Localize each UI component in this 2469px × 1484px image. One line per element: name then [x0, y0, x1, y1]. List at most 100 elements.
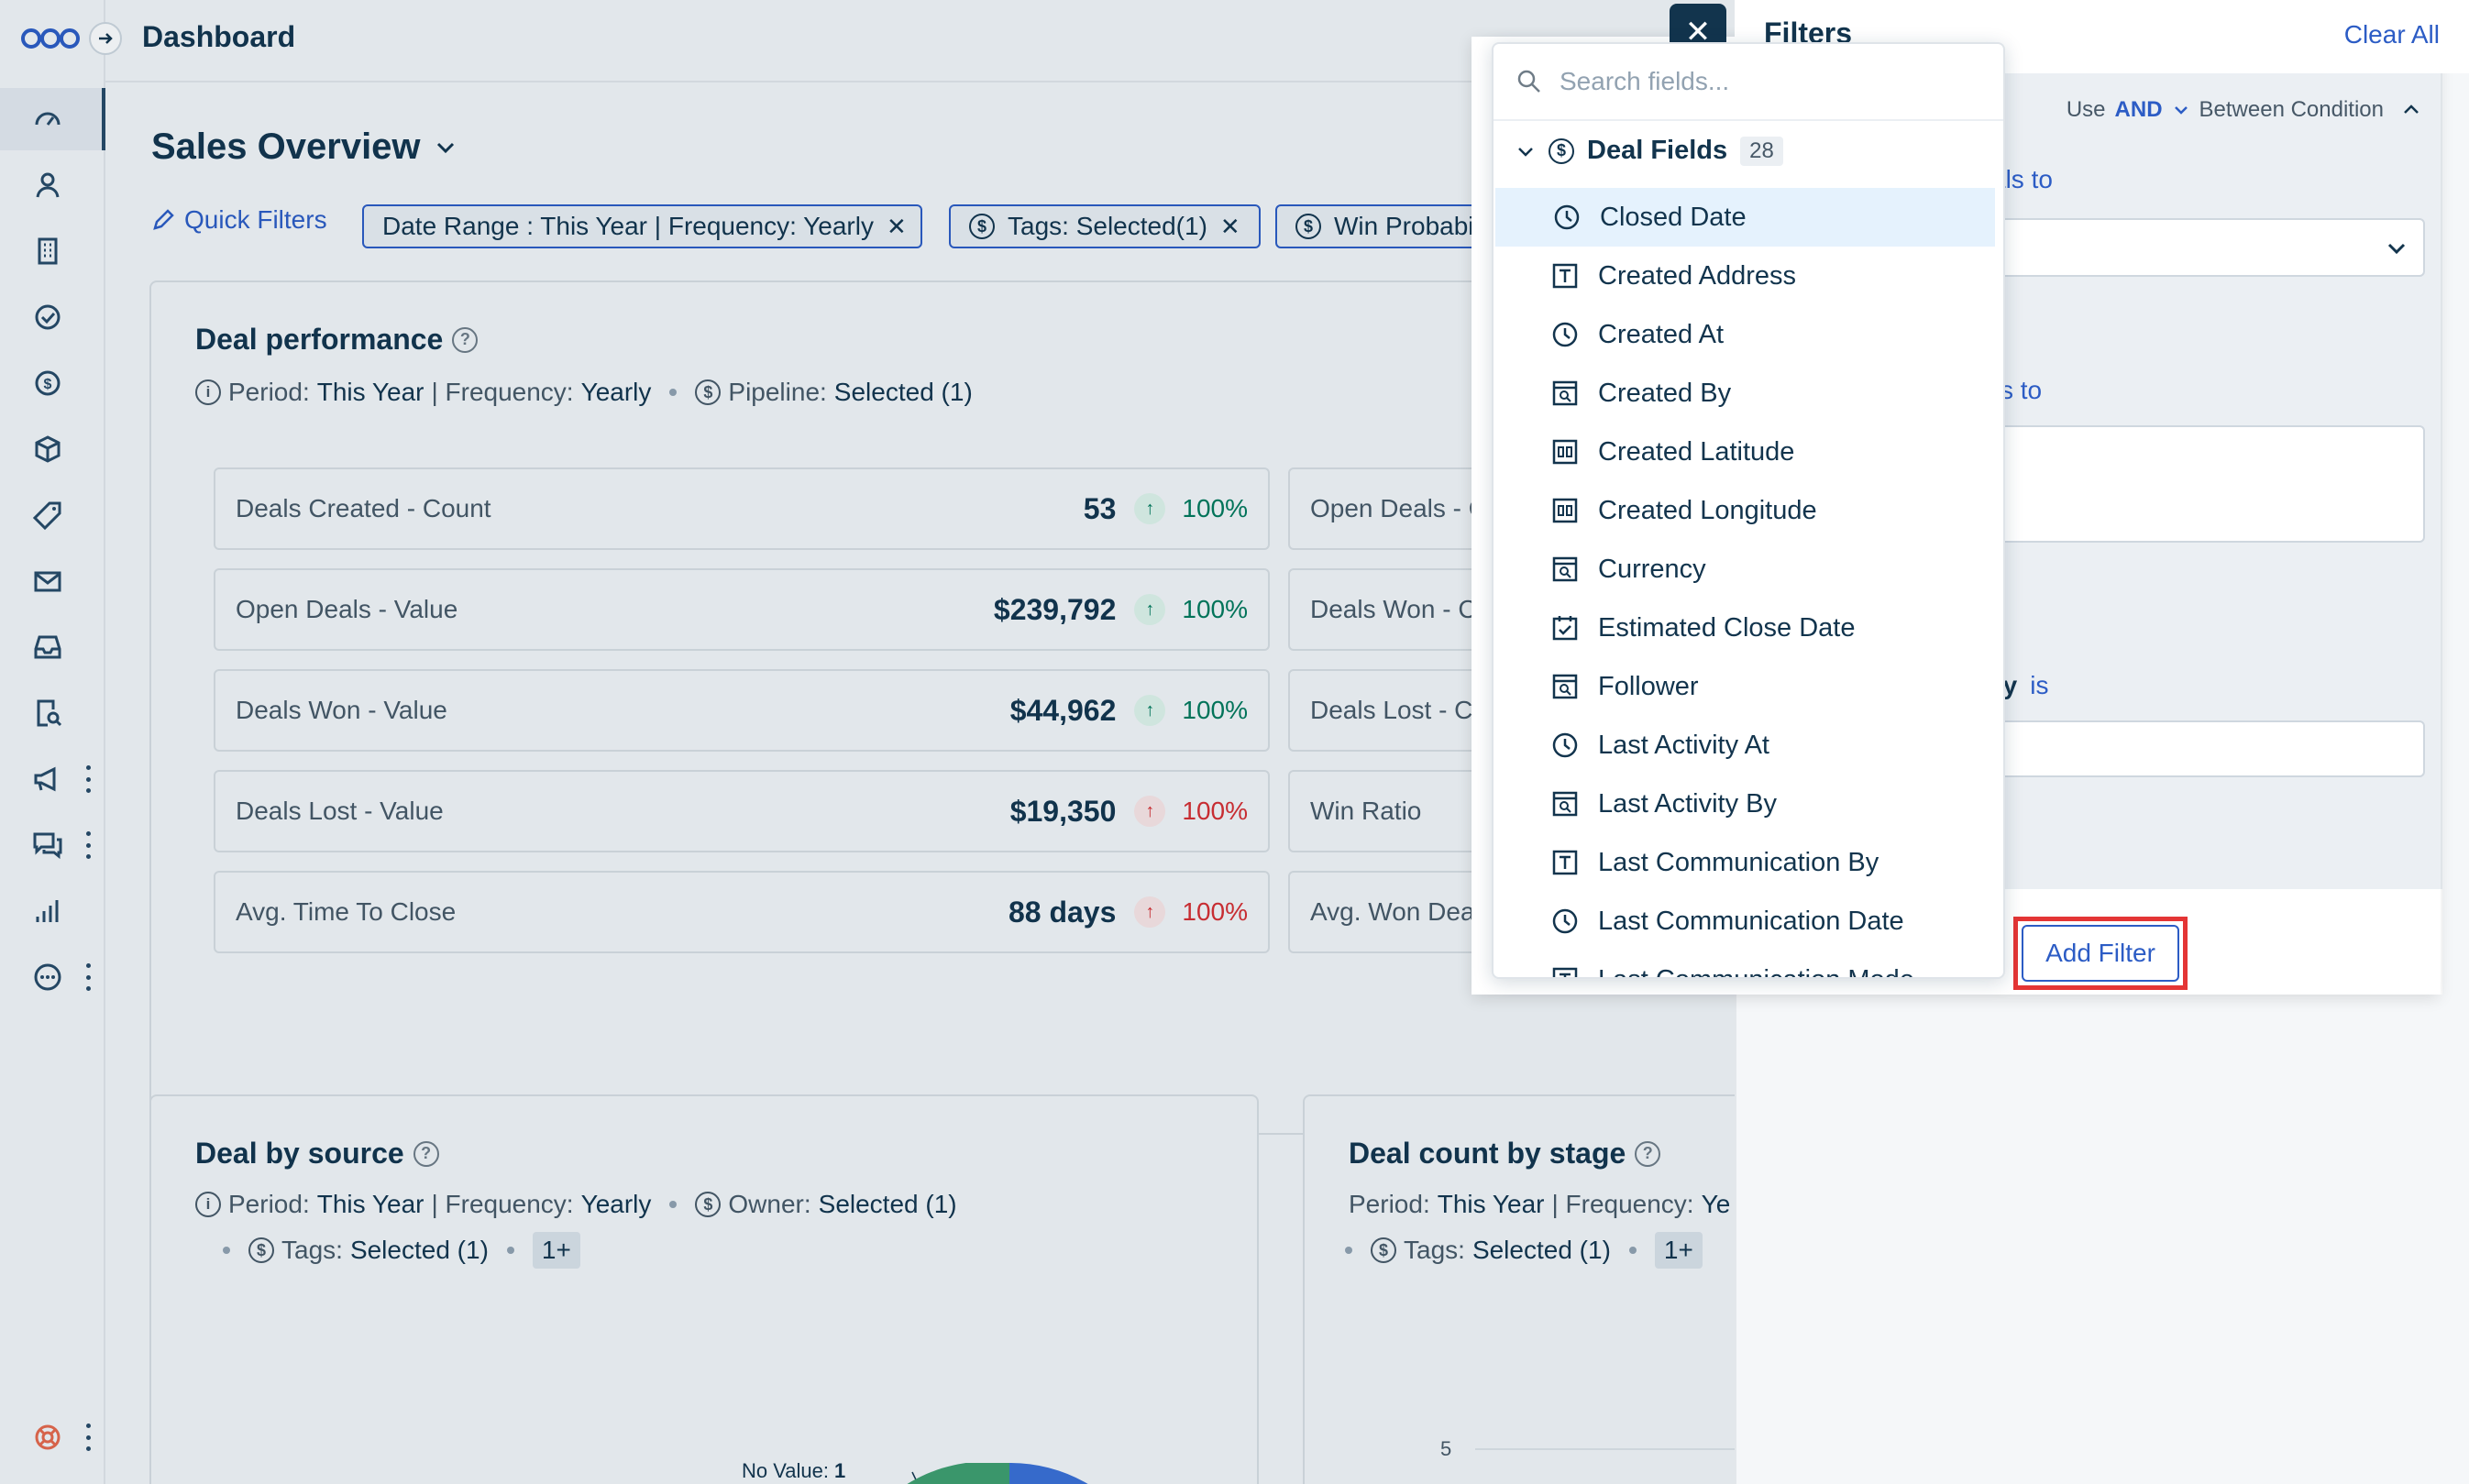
filter-chip-date-range[interactable]: Date Range : This Year | Frequency: Year… [362, 204, 922, 248]
field-option-label: Last Communication Date [1598, 906, 1904, 936]
metric-deals-lost-value[interactable]: Deals Lost - Value $19,350 ↑ 100% [214, 770, 1270, 852]
card-title: Deal by source ? [195, 1137, 439, 1171]
metric-deals-won-value[interactable]: Deals Won - Value $44,962 ↑ 100% [214, 669, 1270, 752]
field-option[interactable]: Created Address [1494, 247, 1993, 305]
meta-label: Period: [228, 378, 310, 406]
field-option-label: Last Communication Mode [1598, 965, 1914, 978]
nav-reports[interactable] [18, 882, 77, 940]
text-icon [1550, 848, 1580, 877]
field-option[interactable]: Created By [1494, 364, 1993, 423]
document-search-icon [37, 699, 62, 727]
meta-value: This Year [316, 378, 424, 406]
metric-value: $19,350 [1009, 794, 1117, 828]
filter-chip-tags[interactable]: $ Tags: Selected(1) ✕ [949, 204, 1261, 248]
clock-icon [1552, 203, 1582, 232]
dollar-circle-icon: $ [1549, 137, 1574, 164]
card-meta: i Period: This Year | Frequency: Yearly … [195, 1190, 957, 1219]
field-option[interactable]: Closed Date [1495, 188, 1995, 247]
field-option[interactable]: Created Latitude [1494, 423, 1993, 481]
nav-tags[interactable] [18, 486, 77, 544]
nav-more-apps[interactable] [18, 948, 77, 1006]
metric-label: Deals Lost - Value [236, 797, 444, 825]
metric-value: 53 [1083, 491, 1117, 525]
field-option[interactable]: Last Communication Mode [1494, 951, 1993, 978]
meta-label: Period: [228, 1190, 310, 1218]
metric-change: 100% [1182, 696, 1248, 724]
meta-label: | Frequency: [1551, 1190, 1694, 1218]
calendar-check-icon [1550, 613, 1580, 643]
deal-count-by-stage-card: Deal count by stage ? Period: This Year … [1303, 1094, 1816, 1484]
field-option[interactable]: Created Longitude [1494, 481, 1993, 540]
metric-open-deals-value[interactable]: Open Deals - Value $239,792 ↑ 100% [214, 568, 1270, 651]
field-search-bar [1494, 44, 2003, 121]
add-filter-button[interactable]: Add Filter [2022, 925, 2179, 982]
nav-contacts[interactable] [18, 156, 77, 214]
lookup-icon [1550, 555, 1580, 584]
quick-filters-button[interactable]: Quick Filters [151, 205, 327, 235]
nav-documents[interactable] [18, 684, 77, 742]
pie-label-text: No Value: [742, 1459, 829, 1482]
card-meta: Period: This Year | Frequency: Ye [1349, 1190, 1730, 1219]
metric-value: 88 days [1008, 895, 1117, 929]
metric-label: Deals Won - Co [1310, 595, 1492, 623]
arrow-right-icon [99, 33, 113, 44]
pie-label: No Value: 1 [742, 1459, 845, 1483]
nav-chat-more[interactable] [81, 831, 95, 859]
nav-campaigns-more[interactable] [81, 765, 95, 793]
more-filters-badge[interactable]: 1+ [532, 1232, 580, 1269]
dollar-circle-icon: $ [695, 379, 722, 405]
nav-accounts[interactable] [18, 222, 77, 280]
expand-sidebar-button[interactable] [89, 22, 122, 55]
y-tick-label: 5 [1440, 1437, 1452, 1460]
card-meta: i Period: This Year | Frequency: Yearly … [195, 378, 973, 407]
remove-chip-icon[interactable]: ✕ [886, 212, 907, 240]
nav-dashboard[interactable] [18, 90, 77, 148]
help-icon[interactable]: ? [413, 1140, 439, 1167]
cube-icon [35, 435, 61, 463]
trend-up-icon: ↑ [1134, 594, 1166, 625]
metric-avg-time-to-close[interactable]: Avg. Time To Close 88 days ↑ 100% [214, 871, 1270, 953]
nav-campaigns[interactable] [18, 750, 77, 808]
nav-deals[interactable]: $ [18, 354, 77, 412]
metric-label: Open Deals - Value [236, 595, 458, 623]
field-search-input[interactable] [1560, 67, 1963, 96]
dollar-circle-icon: $ [695, 1192, 722, 1217]
app-logo[interactable] [20, 20, 81, 57]
help-icon[interactable]: ? [452, 326, 479, 353]
dollar-circle-icon: $ [1371, 1237, 1396, 1263]
field-option[interactable]: Follower [1494, 657, 1993, 716]
field-option[interactable]: Last Communication By [1494, 833, 1993, 892]
field-option[interactable]: Last Activity At [1494, 716, 1993, 775]
help-icon[interactable]: ? [1635, 1140, 1661, 1167]
quick-filters-label: Quick Filters [184, 205, 327, 234]
remove-chip-icon[interactable]: ✕ [1219, 212, 1240, 240]
nav-tasks[interactable] [18, 288, 77, 346]
nav-help-more[interactable] [81, 1424, 95, 1451]
deal-by-source-card: Deal by source ? i Period: This Year | F… [149, 1094, 1259, 1484]
field-option[interactable]: Last Communication Date [1494, 892, 1993, 951]
field-option[interactable]: Created At [1494, 305, 1993, 364]
metric-deals-created-count[interactable]: Deals Created - Count 53 ↑ 100% [214, 467, 1270, 550]
meta-label: Owner: [728, 1190, 811, 1218]
field-option[interactable]: Last Activity By [1494, 775, 1993, 833]
meta-value: Yearly [580, 1190, 652, 1218]
nav-more-apps-menu[interactable] [81, 963, 95, 991]
group-count-badge: 28 [1740, 136, 1783, 166]
view-title: Sales Overview [151, 126, 421, 167]
field-option[interactable]: Currency [1494, 540, 1993, 599]
svg-text:$: $ [44, 377, 52, 392]
metric-change: 100% [1182, 797, 1248, 825]
nav-inbox[interactable] [18, 618, 77, 676]
nav-products[interactable] [18, 420, 77, 478]
chevron-down-icon [1518, 147, 1533, 157]
field-option[interactable]: Estimated Close Date [1494, 599, 1993, 657]
dashboard-view-selector[interactable]: Sales Overview [151, 126, 457, 168]
meta-value: Selected (1) [818, 1190, 957, 1218]
mail-icon [34, 571, 61, 592]
nav-email[interactable] [18, 552, 77, 610]
more-filters-badge[interactable]: 1+ [1654, 1232, 1703, 1269]
deal-fields-group[interactable]: $ Deal Fields 28 [1516, 136, 1783, 166]
nav-chat[interactable] [18, 816, 77, 874]
separator-dot [223, 1247, 230, 1254]
nav-help[interactable] [18, 1408, 77, 1467]
